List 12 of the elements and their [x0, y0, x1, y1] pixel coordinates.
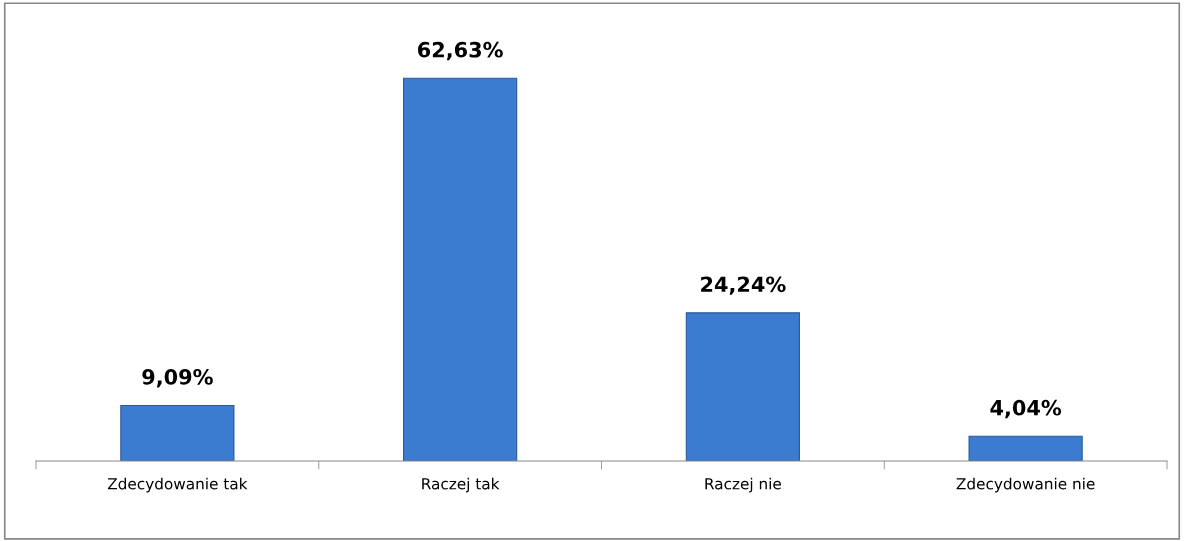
bar — [968, 435, 1083, 461]
x-tick-label: Zdecydowanie nie — [956, 477, 1095, 493]
data-label: 24,24% — [701, 276, 786, 295]
data-label: 4,04% — [990, 399, 1062, 419]
data-label: 9,09% — [142, 368, 213, 388]
bar — [120, 404, 235, 461]
data-label: 62,63% — [418, 41, 503, 61]
x-tick-label: Raczej nie — [705, 477, 781, 493]
x-tick-label: Zdecydowanie tak — [107, 477, 248, 493]
bar — [403, 77, 518, 461]
bar — [685, 312, 800, 461]
x-tick-label: Raczej tak — [422, 477, 500, 493]
